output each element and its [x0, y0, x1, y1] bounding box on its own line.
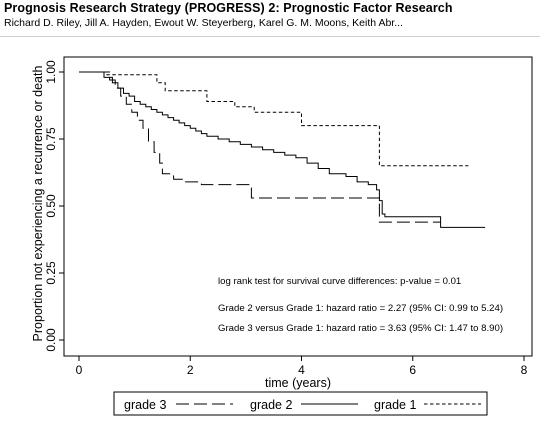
author-list: Richard D. Riley, Jill A. Hayden, Ewout …: [4, 17, 403, 29]
y-tick-label: 0.75: [44, 127, 58, 151]
annotation-text: log rank test for survival curve differe…: [218, 276, 461, 287]
x-tick-label: 2: [187, 363, 194, 377]
y-tick-label: 1.00: [44, 60, 58, 84]
y-axis-title: Proportion not experiencing a recurrence…: [31, 66, 45, 342]
x-tick-label: 0: [76, 363, 83, 377]
y-tick-label: 0.50: [44, 194, 58, 218]
x-tick-label: 8: [521, 363, 528, 377]
header-divider: [0, 36, 540, 37]
series-line-grade-2: [79, 71, 486, 228]
annotation-text: Grade 2 versus Grade 1: hazard ratio = 2…: [218, 303, 503, 314]
annotation-text: Grade 3 versus Grade 1: hazard ratio = 3…: [218, 323, 503, 334]
y-tick-label: 0.00: [44, 328, 58, 352]
x-axis-title: time (years): [265, 376, 331, 390]
legend-label: grade 1: [374, 398, 416, 412]
y-tick-label: 0.25: [44, 261, 58, 285]
legend-label: grade 2: [250, 398, 292, 412]
series-line-grade-1: [79, 71, 469, 167]
legend-label: grade 3: [124, 398, 166, 412]
page-title: Prognosis Research Strategy (PROGRESS) 2…: [4, 1, 453, 15]
x-tick-label: 6: [409, 363, 416, 377]
legend-box: [113, 391, 488, 416]
x-tick-label: 4: [298, 363, 305, 377]
